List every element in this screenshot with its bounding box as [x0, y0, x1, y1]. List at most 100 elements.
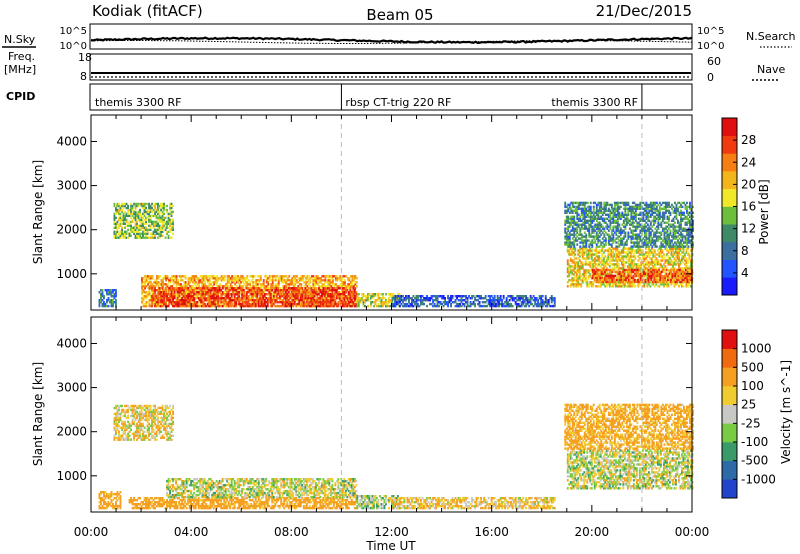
power-cell [493, 295, 496, 298]
power-cell [310, 291, 313, 294]
power-cell [444, 299, 446, 302]
power-cell [267, 283, 270, 286]
power-cell [682, 272, 684, 276]
power-cell [478, 301, 481, 304]
power-cell [678, 251, 680, 254]
power-cell [377, 295, 380, 298]
power-cell [155, 289, 158, 292]
power-cell [304, 287, 307, 290]
power-cell [187, 283, 190, 286]
power-cell [574, 249, 577, 252]
power-cell [256, 304, 259, 308]
power-cell [110, 295, 113, 298]
power-cell [170, 291, 173, 294]
power-cell [145, 279, 148, 282]
power-cell [614, 278, 617, 282]
power-cell [151, 214, 153, 218]
power-cell [327, 275, 330, 278]
power-cell [528, 304, 531, 308]
power-cell [161, 212, 164, 216]
power-cell [599, 249, 602, 252]
power-cell [206, 302, 209, 306]
power-cell [603, 276, 606, 280]
power-cell [595, 255, 598, 258]
power-cell [678, 265, 680, 268]
power-cell [505, 299, 508, 302]
power-cell [328, 304, 331, 308]
power-cell [624, 268, 627, 272]
power-cell [380, 304, 383, 308]
power-cell [362, 304, 365, 308]
power-cell [147, 293, 149, 296]
power-cell [140, 220, 143, 224]
power-cell [688, 276, 690, 280]
power-cell [240, 285, 243, 288]
power-cell [483, 304, 486, 308]
power-cell [263, 299, 266, 302]
power-cell [651, 272, 654, 276]
power-cell [680, 270, 683, 274]
power-cell [113, 216, 116, 220]
power-cell [244, 304, 247, 308]
power-cell [596, 285, 599, 288]
power-cell [200, 295, 203, 298]
power-cell [199, 287, 202, 290]
power-cell [511, 299, 514, 302]
power-cell [227, 297, 230, 300]
power-cell [184, 275, 187, 278]
power-cell [220, 295, 223, 298]
power-cell [145, 277, 148, 280]
power-cell [214, 293, 217, 296]
power-cell [209, 299, 212, 302]
power-cell [502, 302, 505, 306]
power-cell [659, 283, 662, 286]
power-cell [267, 287, 270, 290]
power-cell [212, 295, 215, 298]
power-cell [134, 220, 137, 224]
power-cell [345, 299, 348, 302]
power-cell [147, 287, 149, 290]
power-cell [643, 259, 646, 262]
power-cell [489, 297, 492, 300]
power-cell [280, 291, 283, 294]
power-cell [291, 304, 294, 308]
power-cell [115, 234, 117, 237]
power-cell [235, 281, 238, 284]
power-cell [165, 279, 167, 282]
power-cell [304, 283, 307, 286]
power-cell [271, 302, 274, 306]
power-cell [608, 280, 611, 284]
power-cell [591, 274, 594, 278]
power-cell [337, 302, 340, 306]
power-cell [343, 279, 346, 282]
power-cell [653, 272, 656, 276]
power-cell [142, 302, 145, 306]
power-cell [566, 275, 569, 278]
power-cell [218, 297, 221, 300]
power-cell [373, 301, 375, 304]
power-cell [209, 289, 212, 292]
power-cell [170, 295, 173, 298]
power-cell [352, 285, 355, 288]
power-cell [635, 268, 638, 272]
power-cell [246, 277, 249, 280]
power-cell [571, 217, 574, 220]
power-cell [178, 293, 180, 296]
power-cell [279, 279, 282, 282]
power-cell [620, 255, 623, 258]
power-cell [676, 278, 678, 282]
power-cell [281, 301, 284, 304]
power-cell [655, 257, 658, 260]
power-cell [609, 276, 612, 280]
power-cell [300, 279, 303, 282]
power-cell [154, 236, 156, 239]
power-cell [223, 301, 226, 304]
power-cell [306, 281, 309, 284]
power-cell [436, 302, 439, 306]
power-cell [230, 304, 233, 308]
power-cell [113, 301, 116, 304]
power-cell [158, 293, 161, 296]
power-cell [647, 272, 650, 276]
power-cell [109, 299, 111, 302]
power-cell [423, 302, 425, 306]
